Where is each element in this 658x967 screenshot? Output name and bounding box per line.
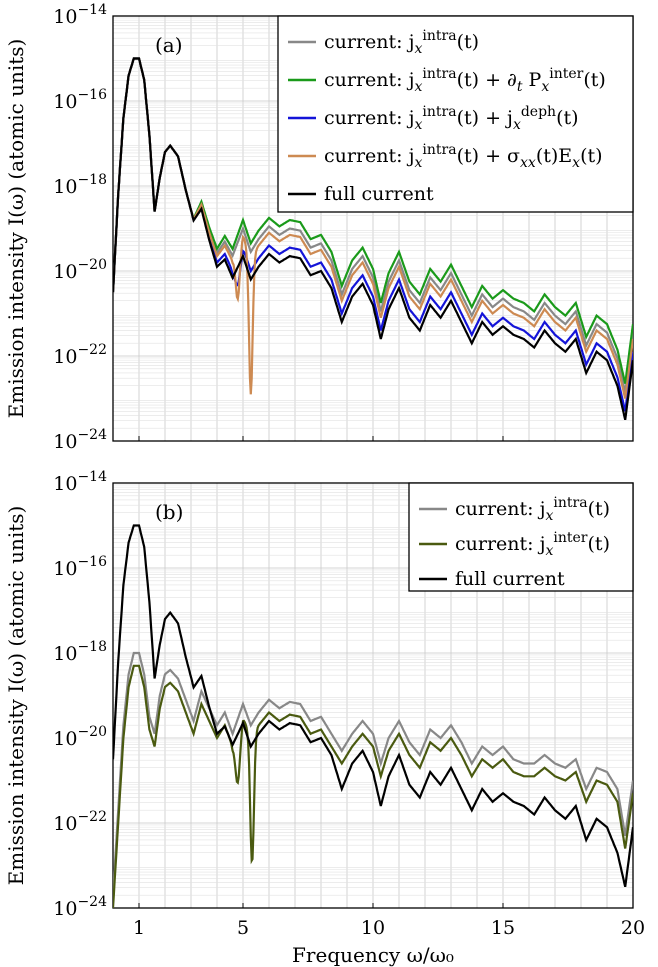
y-tick-label: 10−20 (53, 724, 107, 750)
series-line (113, 524, 633, 888)
legend-box (277, 15, 634, 213)
y-tick-label: 10−16 (53, 87, 107, 113)
legend-label: current: jxintra(t) (324, 28, 479, 57)
y-tick-label: 10−22 (53, 342, 107, 368)
y-tick-label: 10−24 (53, 427, 107, 453)
y-tick-label: 10−18 (53, 172, 107, 198)
legend-label: current: jxinter(t) (455, 530, 610, 559)
y-tick-label: 10−24 (53, 894, 107, 920)
x-tick-label: 20 (621, 917, 645, 939)
y-axis-title: Emission intensity I(ω) (atomic units) (4, 39, 28, 419)
legend-label: full current (324, 183, 434, 205)
y-tick-label: 10−20 (53, 257, 107, 283)
legend-label: current: jxintra(t) (455, 495, 610, 524)
panel-label: (b) (155, 500, 183, 524)
panel-label: (a) (155, 33, 183, 57)
x-tick-label: 1 (133, 917, 145, 939)
series-line (113, 651, 633, 896)
x-tick-label: 15 (491, 917, 515, 939)
x-tick-label: 10 (361, 917, 385, 939)
legend-label: current: jxintra(t) + σxx(t)Ex(t) (324, 142, 603, 171)
y-tick-label: 10−16 (53, 554, 107, 580)
y-axis-title: Emission intensity I(ω) (atomic units) (4, 506, 28, 886)
legend-label: full current (455, 568, 565, 590)
panel-a: 10−24 10−22 10−20 10−18 10−16 10−14 Emission i… (4, 2, 634, 453)
y-tick-label: 10−14 (53, 469, 107, 495)
x-tick-label: 5 (237, 917, 249, 939)
legend-box (408, 482, 634, 592)
series-line (113, 57, 633, 421)
y-tick-label: 10−22 (53, 809, 107, 835)
y-tick-label: 10−14 (53, 2, 107, 28)
series-line (113, 57, 633, 399)
y-tick-label: 10−18 (53, 639, 107, 665)
series-line (113, 664, 633, 908)
legend-label: current: jxintra(t) + ∂t Pxinter(t) (324, 66, 606, 95)
legend-label: current: jxintra(t) + jxdeph(t) (324, 104, 579, 133)
x-axis-title: Frequency ω/ω₀ (292, 943, 454, 967)
